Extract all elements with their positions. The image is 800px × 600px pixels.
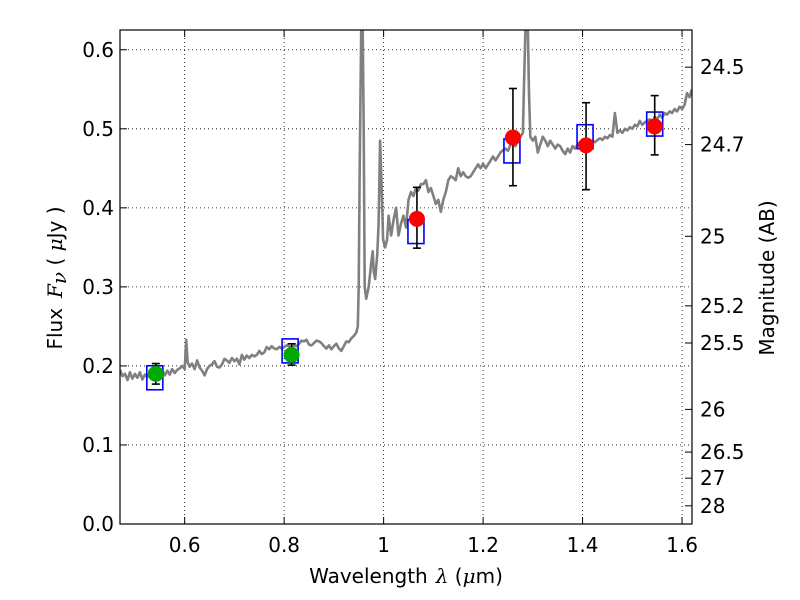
right-tick-label: 25.2	[700, 294, 745, 318]
y-axis-label: Flux Fν ( μJy )	[43, 206, 71, 349]
y-tick-label: 0.4	[82, 196, 114, 220]
x-tick-label: 1.2	[467, 533, 499, 557]
model-photometry-square	[146, 364, 164, 391]
right-tick-label: 28	[700, 494, 725, 518]
x-tick-label: 1	[377, 533, 390, 557]
observed-nir-point	[504, 129, 521, 146]
right-tick-label: 25	[700, 224, 725, 248]
x-axis-label-symbol: λ	[435, 564, 449, 588]
plot-frame	[119, 29, 693, 525]
x-tick-label: 0.6	[169, 533, 201, 557]
right-tick-label: 26	[700, 397, 725, 421]
right-tick-label: 27	[700, 466, 725, 490]
x-tick-label: 1.6	[666, 533, 698, 557]
y-axis-label-unit-open: (	[43, 251, 67, 272]
y-tick-label: 0.2	[82, 354, 114, 378]
y-tick-label: 0.1	[82, 433, 114, 457]
right-tick-label: 25.5	[700, 331, 745, 355]
x-axis-label-prefix: Wavelength	[309, 564, 428, 588]
y-axis-label-prefix: Flux	[43, 308, 67, 350]
x-tick-label: 1.4	[567, 533, 599, 557]
y-tick-label: 0.5	[82, 117, 114, 141]
y-axis-label-unit-rest: Jy )	[43, 206, 67, 240]
observed-optical-point	[147, 365, 164, 382]
observed-nir-point	[578, 137, 595, 154]
x-tick-label: 0.8	[268, 533, 300, 557]
y-axis-label-symbol: F	[43, 283, 67, 299]
right-axis-label: Magnitude (AB)	[755, 200, 779, 355]
y-axis-label-unit-mu: μ	[43, 238, 67, 251]
y-tick-label: 0.6	[82, 38, 114, 62]
observed-optical-point	[283, 346, 300, 363]
observed-nir-point	[646, 118, 663, 135]
y-axis-label-subscript: ν	[47, 272, 71, 284]
x-axis-label-unit-rest: m)	[476, 564, 503, 588]
x-axis-label: Wavelength λ (μm)	[309, 564, 503, 588]
right-tick-label: 24.7	[700, 133, 745, 157]
observed-points	[147, 118, 663, 382]
x-axis-label-unit-mu: μ	[463, 564, 476, 588]
right-tick-label: 24.5	[700, 55, 745, 79]
y-tick-label: 0.0	[82, 512, 114, 536]
x-axis-label-unit-open: (	[448, 564, 462, 588]
observed-nir-point	[408, 210, 425, 227]
right-tick-label: 26.5	[700, 440, 745, 464]
y-tick-label: 0.3	[82, 275, 114, 299]
axis-ticks: 0.6 0.8 1 1.2 1.4 1.6 0.0 0.1 0.2 0.3 0.4 0.5 0.6 24.…	[82, 30, 745, 557]
